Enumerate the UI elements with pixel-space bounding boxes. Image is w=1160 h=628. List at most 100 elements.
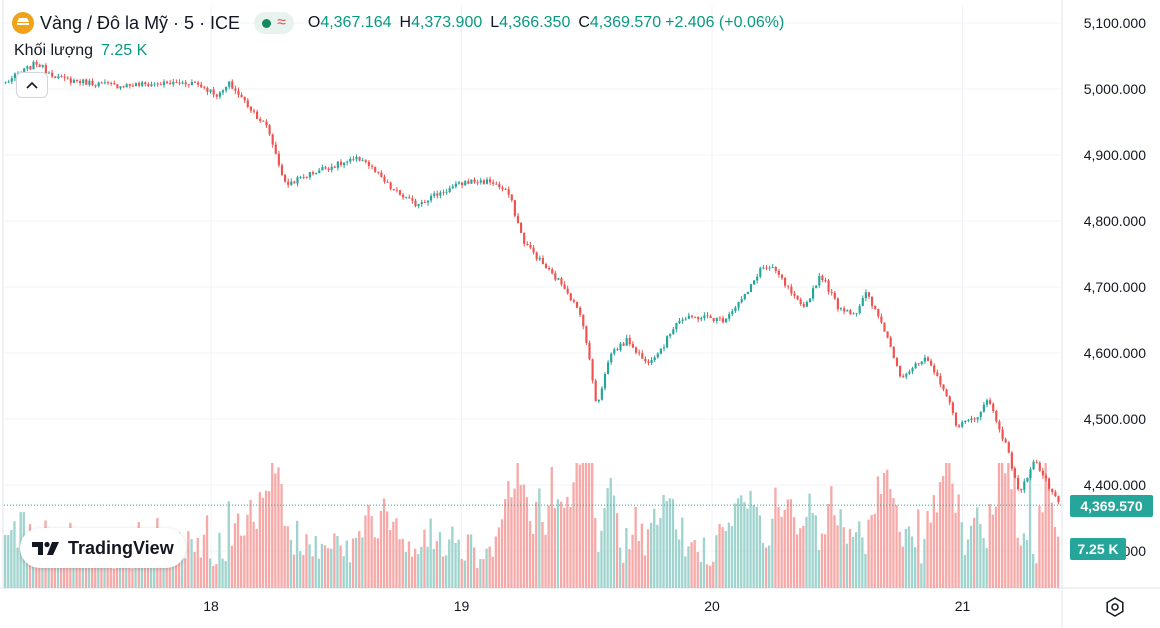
volume-bar [768,545,771,588]
candle-body [240,94,243,98]
market-status-pill[interactable]: ≈ [254,12,294,34]
candle-body [414,200,417,207]
candle-body [899,365,902,377]
volume-bar [382,498,386,588]
candle-body [1041,470,1044,476]
candle-body [184,82,187,85]
candle-body [374,166,377,172]
volume-bar [1038,506,1041,588]
tradingview-logo[interactable]: TradingView [20,528,186,568]
candle-body [141,82,144,86]
volume-bar [805,516,808,588]
candle-body [417,204,420,207]
volume-bar [202,534,206,588]
volume-bar [414,548,417,588]
volume-bar [653,508,656,588]
volume-bar [979,524,982,588]
volume-bar [699,562,703,588]
volume-bar [1056,536,1060,588]
volume-bar [264,490,268,588]
volume-bar [1053,527,1057,588]
volume-bar [525,497,529,588]
candle-body [156,83,159,85]
collapse-legend-button[interactable] [16,72,48,98]
close-value: 4,369.570 [589,14,662,31]
volume-bar [917,509,920,588]
volume-bar [650,522,653,588]
candle-body [513,200,516,216]
volume-bar [864,553,867,588]
volume-bar [333,533,336,588]
volume-bar [886,469,889,588]
volume-bar [218,532,221,588]
volume-bar [476,567,479,588]
candle-body [187,84,190,86]
volume-bar [942,476,945,588]
symbol-title[interactable]: Vàng / Đô la Mỹ · 5 · ICE [40,12,241,33]
candle-body [967,420,970,421]
candle-body [321,167,324,171]
candle-body [535,252,538,260]
candle-body [712,318,715,321]
volume-bar [314,536,317,588]
candle-body [454,183,457,187]
volume-bar [994,506,998,588]
volume-bar [1016,537,1019,588]
volume-bar [693,540,696,588]
candle-body [855,313,858,314]
candle-body [566,288,569,294]
volume-bar [125,555,128,588]
volume-bar [671,498,675,588]
volume-bar [1041,512,1044,588]
candle-body [150,84,153,87]
candle-body [585,326,588,343]
y-tick-label: 4,800.000 [1084,213,1146,229]
volume-bar [355,537,358,588]
candle-body [905,373,908,377]
volume-bar [327,548,330,588]
volume-bar [687,546,690,588]
candle-body [631,344,635,348]
candle-body [225,86,228,91]
volume-bar [479,559,482,588]
volume-bar [451,526,454,588]
candle-body [830,291,833,293]
candle-body [259,119,262,121]
y-tick-label: 4,900.000 [1084,147,1146,163]
volume-bar [910,536,914,588]
volume-bar [379,510,383,588]
candle-body [600,388,603,400]
candle-body [650,359,653,363]
volume-bar [724,531,727,588]
candle-body [246,100,249,107]
volume-bar [199,557,203,588]
candle-body [703,315,706,319]
volume-bar [808,493,811,588]
axis-settings-icon[interactable] [1104,596,1126,618]
volume-bar [640,523,644,588]
candle-body [91,80,94,86]
volume-bar [883,473,886,588]
candle-body [501,187,504,190]
candle-body [1017,477,1020,490]
candle-body [436,193,439,196]
candle-body [228,81,231,87]
candle-body [159,84,162,86]
volume-bar [625,528,628,588]
volume-bar [619,547,622,588]
volume-bar [401,538,404,588]
candle-body [684,318,687,320]
candle-body [765,267,768,269]
candle-body [371,165,374,167]
candle-body [482,180,485,184]
volume-bar [25,547,29,588]
volume-legend: Khối lượng 7.25 K [14,42,147,60]
candle-body [721,318,725,323]
volume-bar [153,562,156,588]
candle-body [874,305,877,309]
candle-body [256,111,259,119]
candle-body [725,318,728,323]
volume-bar [94,558,97,588]
volume-bar [252,521,255,588]
